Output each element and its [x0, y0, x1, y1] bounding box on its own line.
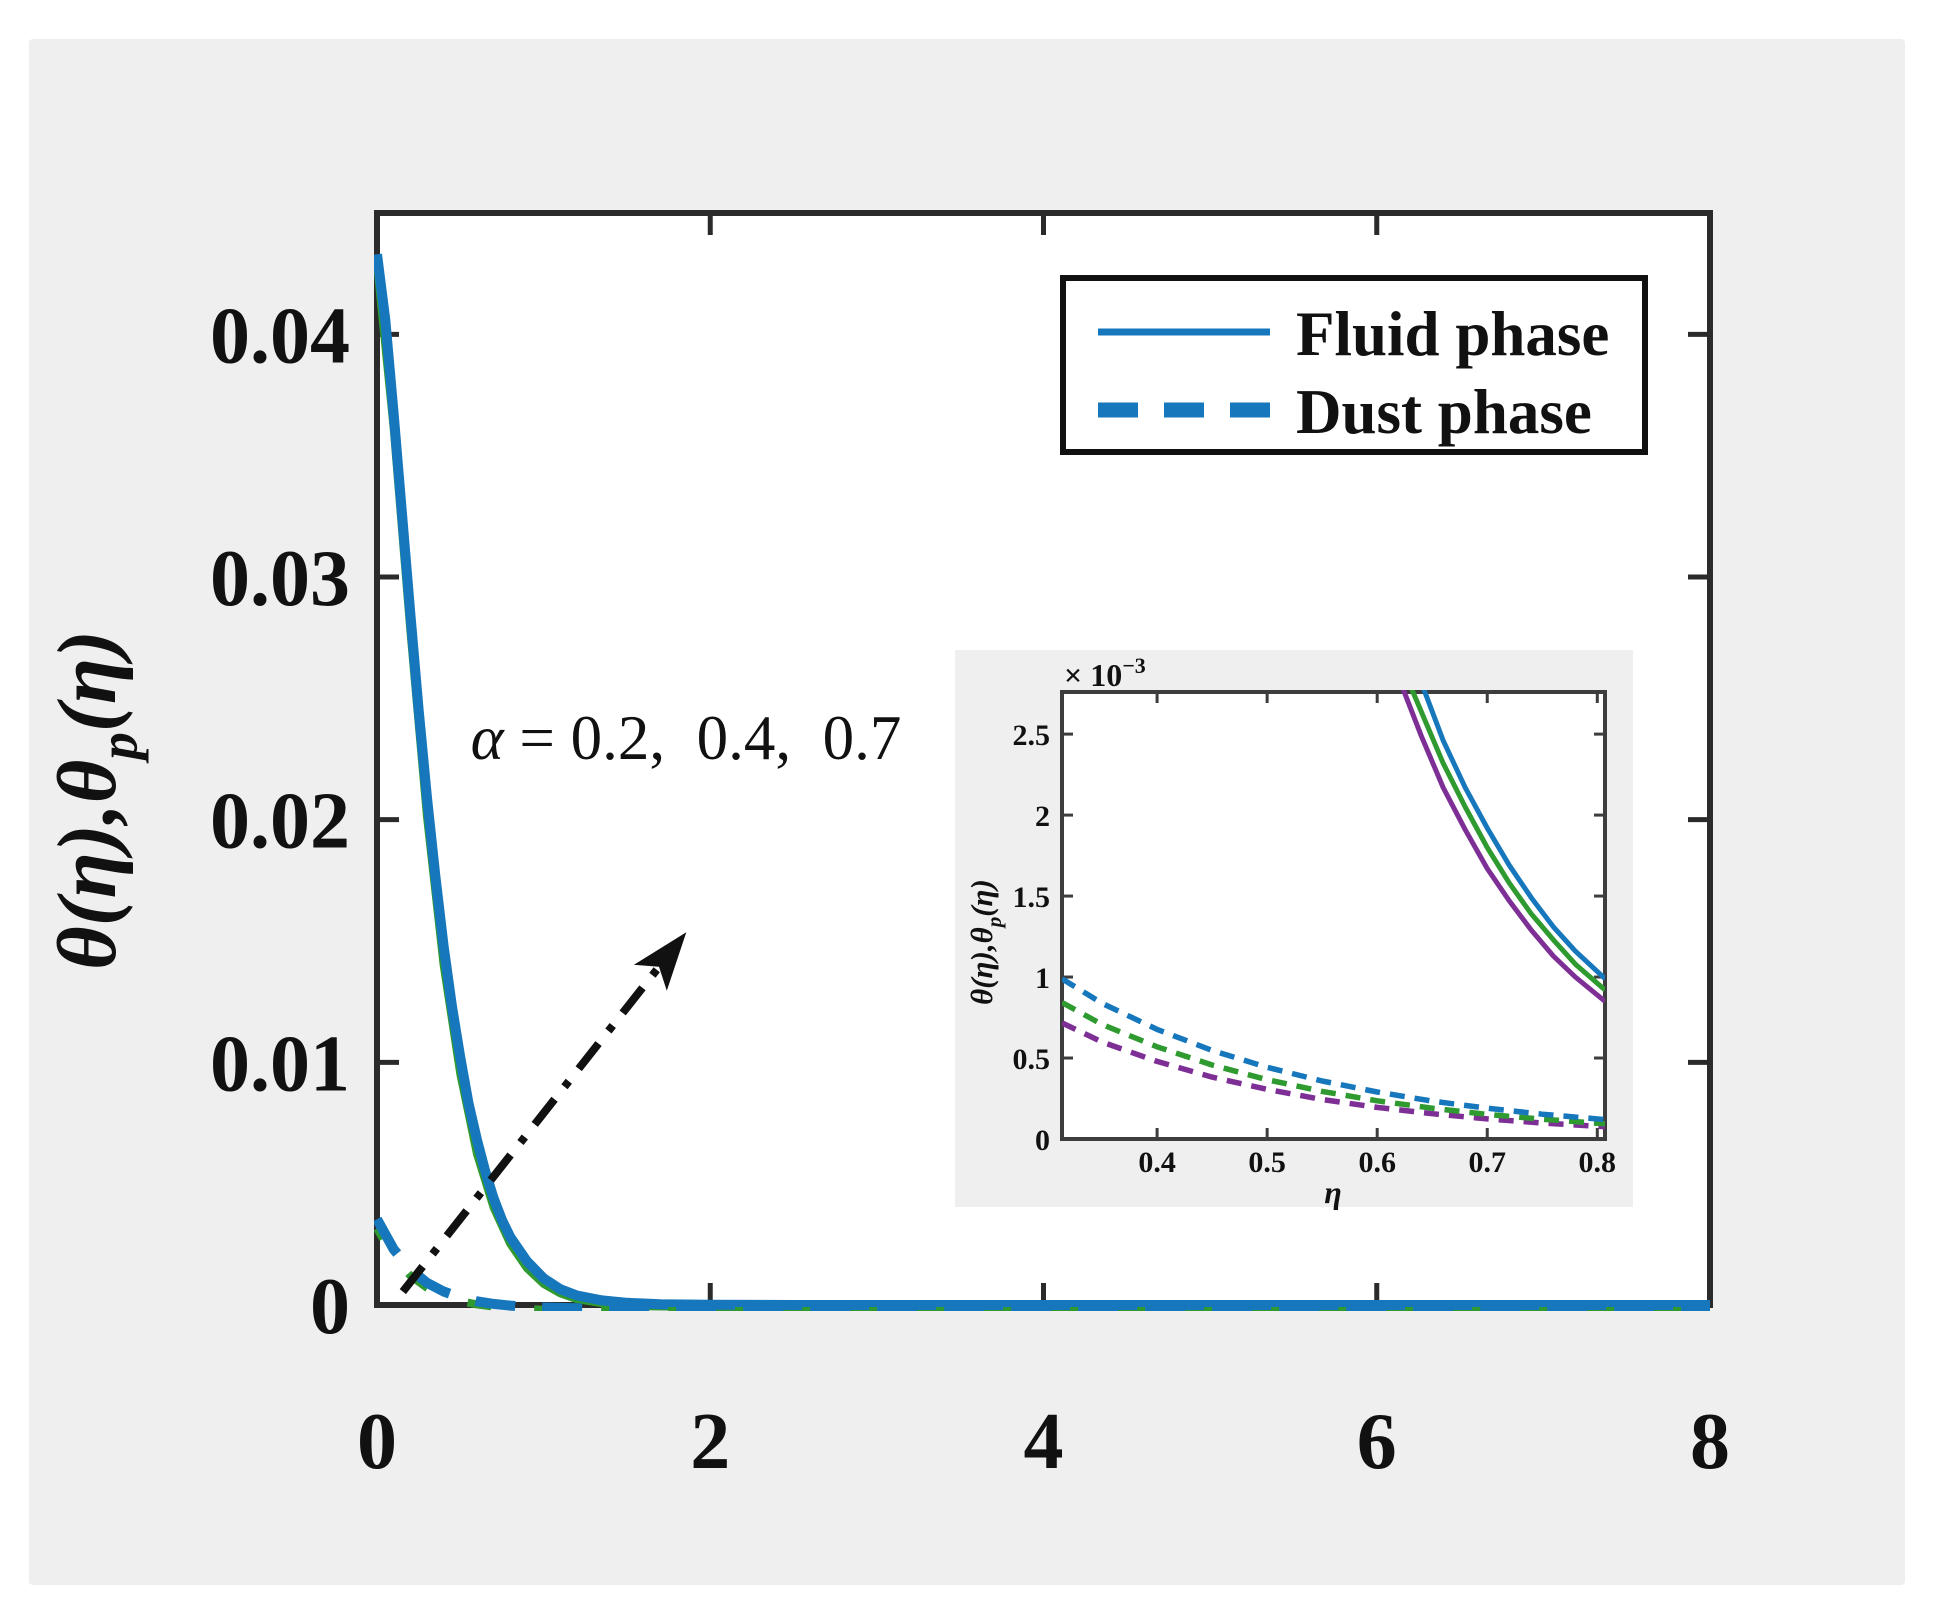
main-series — [374, 253, 1710, 1311]
x-tick-label: 4 — [1024, 1398, 1064, 1486]
y-tick-label: 1.5 — [1013, 881, 1051, 914]
inset-series — [1062, 690, 1605, 1130]
y-tick-label: 0 — [1035, 1124, 1050, 1157]
inset-tick-labels: 0.4 0.5 0.6 0.7 0.8 0 0.5 1 1.5 2 2.5 — [1013, 719, 1617, 1179]
legend-label-dust: Dust phase — [1296, 377, 1592, 447]
legend-box — [1060, 275, 1648, 455]
x-tick-label: 2 — [690, 1398, 730, 1486]
inset-axis-ticks — [1062, 692, 1605, 1141]
arrow-head — [633, 932, 687, 991]
inset-axes-box — [1060, 690, 1607, 1141]
inset-y-label-suffix: (η) — [964, 879, 999, 917]
y-axis-label: θ(η),θp(η) — [41, 630, 149, 970]
inset-exp-base: × 10 — [1064, 657, 1122, 693]
y-tick-label: 2.5 — [1013, 719, 1051, 752]
y-tick-label: 0 — [310, 1263, 350, 1351]
series-inset-dust-purple — [1062, 1020, 1605, 1130]
y-label-subscript: p — [88, 732, 149, 764]
y-tick-label: 2 — [1035, 800, 1050, 833]
inset-y-label-main: θ(η),θ — [964, 927, 999, 1005]
x-tick-label: 0.6 — [1358, 1146, 1396, 1179]
y-label-main: θ(η),θ — [41, 760, 134, 970]
series-inset-fluid-purple — [1400, 690, 1605, 1004]
legend-label-fluid: Fluid phase — [1296, 299, 1609, 369]
y-tick-label: 0.02 — [210, 778, 350, 866]
legend: Fluid phase Dust phase — [1060, 275, 1648, 455]
y-tick-label: 0.01 — [210, 1020, 350, 1108]
main-tick-labels: 0 2 4 6 8 0 0.01 0.02 0.03 0.04 — [210, 292, 1730, 1486]
inset-plot: 0.4 0.5 0.6 0.7 0.8 0 0.5 1 1.5 2 2.5 × 10−3 η θ(η… — [955, 650, 1633, 1210]
x-tick-label: 0 — [357, 1398, 397, 1486]
inset-y-label-subscript: p — [982, 917, 1006, 930]
inset-exp-superscript: −3 — [1122, 653, 1146, 678]
series-inset-dust-blue — [1062, 976, 1605, 1123]
alpha-symbol: α — [471, 703, 506, 773]
alpha-annotation: α = 0.2, 0.4, 0.7 — [471, 703, 902, 773]
y-tick-label: 1 — [1035, 962, 1050, 995]
y-tick-label: 0.04 — [210, 292, 350, 380]
inset-plot-area — [1062, 692, 1605, 1139]
y-tick-label: 0.5 — [1013, 1043, 1051, 1076]
inset-y-axis-label: θ(η),θp(η) — [964, 879, 1006, 1005]
annotation-arrow — [399, 932, 687, 1295]
series-inset-fluid-green — [1409, 690, 1605, 992]
y-tick-label: 0.03 — [210, 535, 350, 623]
inset-exponent-label: × 10−3 — [1064, 653, 1146, 693]
x-tick-label: 0.5 — [1248, 1146, 1286, 1179]
x-tick-label: 6 — [1357, 1398, 1397, 1486]
inset-x-axis-label: η — [1324, 1174, 1342, 1210]
x-tick-label: 0.4 — [1138, 1146, 1176, 1179]
y-label-suffix: (η) — [41, 630, 134, 732]
series-inset-dust-green — [1062, 1000, 1605, 1127]
series-inset-fluid-blue — [1421, 690, 1605, 981]
x-tick-label: 0.8 — [1579, 1146, 1617, 1179]
alpha-values: = 0.2, 0.4, 0.7 — [504, 703, 902, 773]
series-fluid-phase-blue — [374, 253, 1710, 1310]
x-tick-label: 8 — [1690, 1398, 1730, 1486]
series-dust-phase-blue — [374, 1216, 1710, 1311]
x-tick-label: 0.7 — [1468, 1146, 1506, 1179]
